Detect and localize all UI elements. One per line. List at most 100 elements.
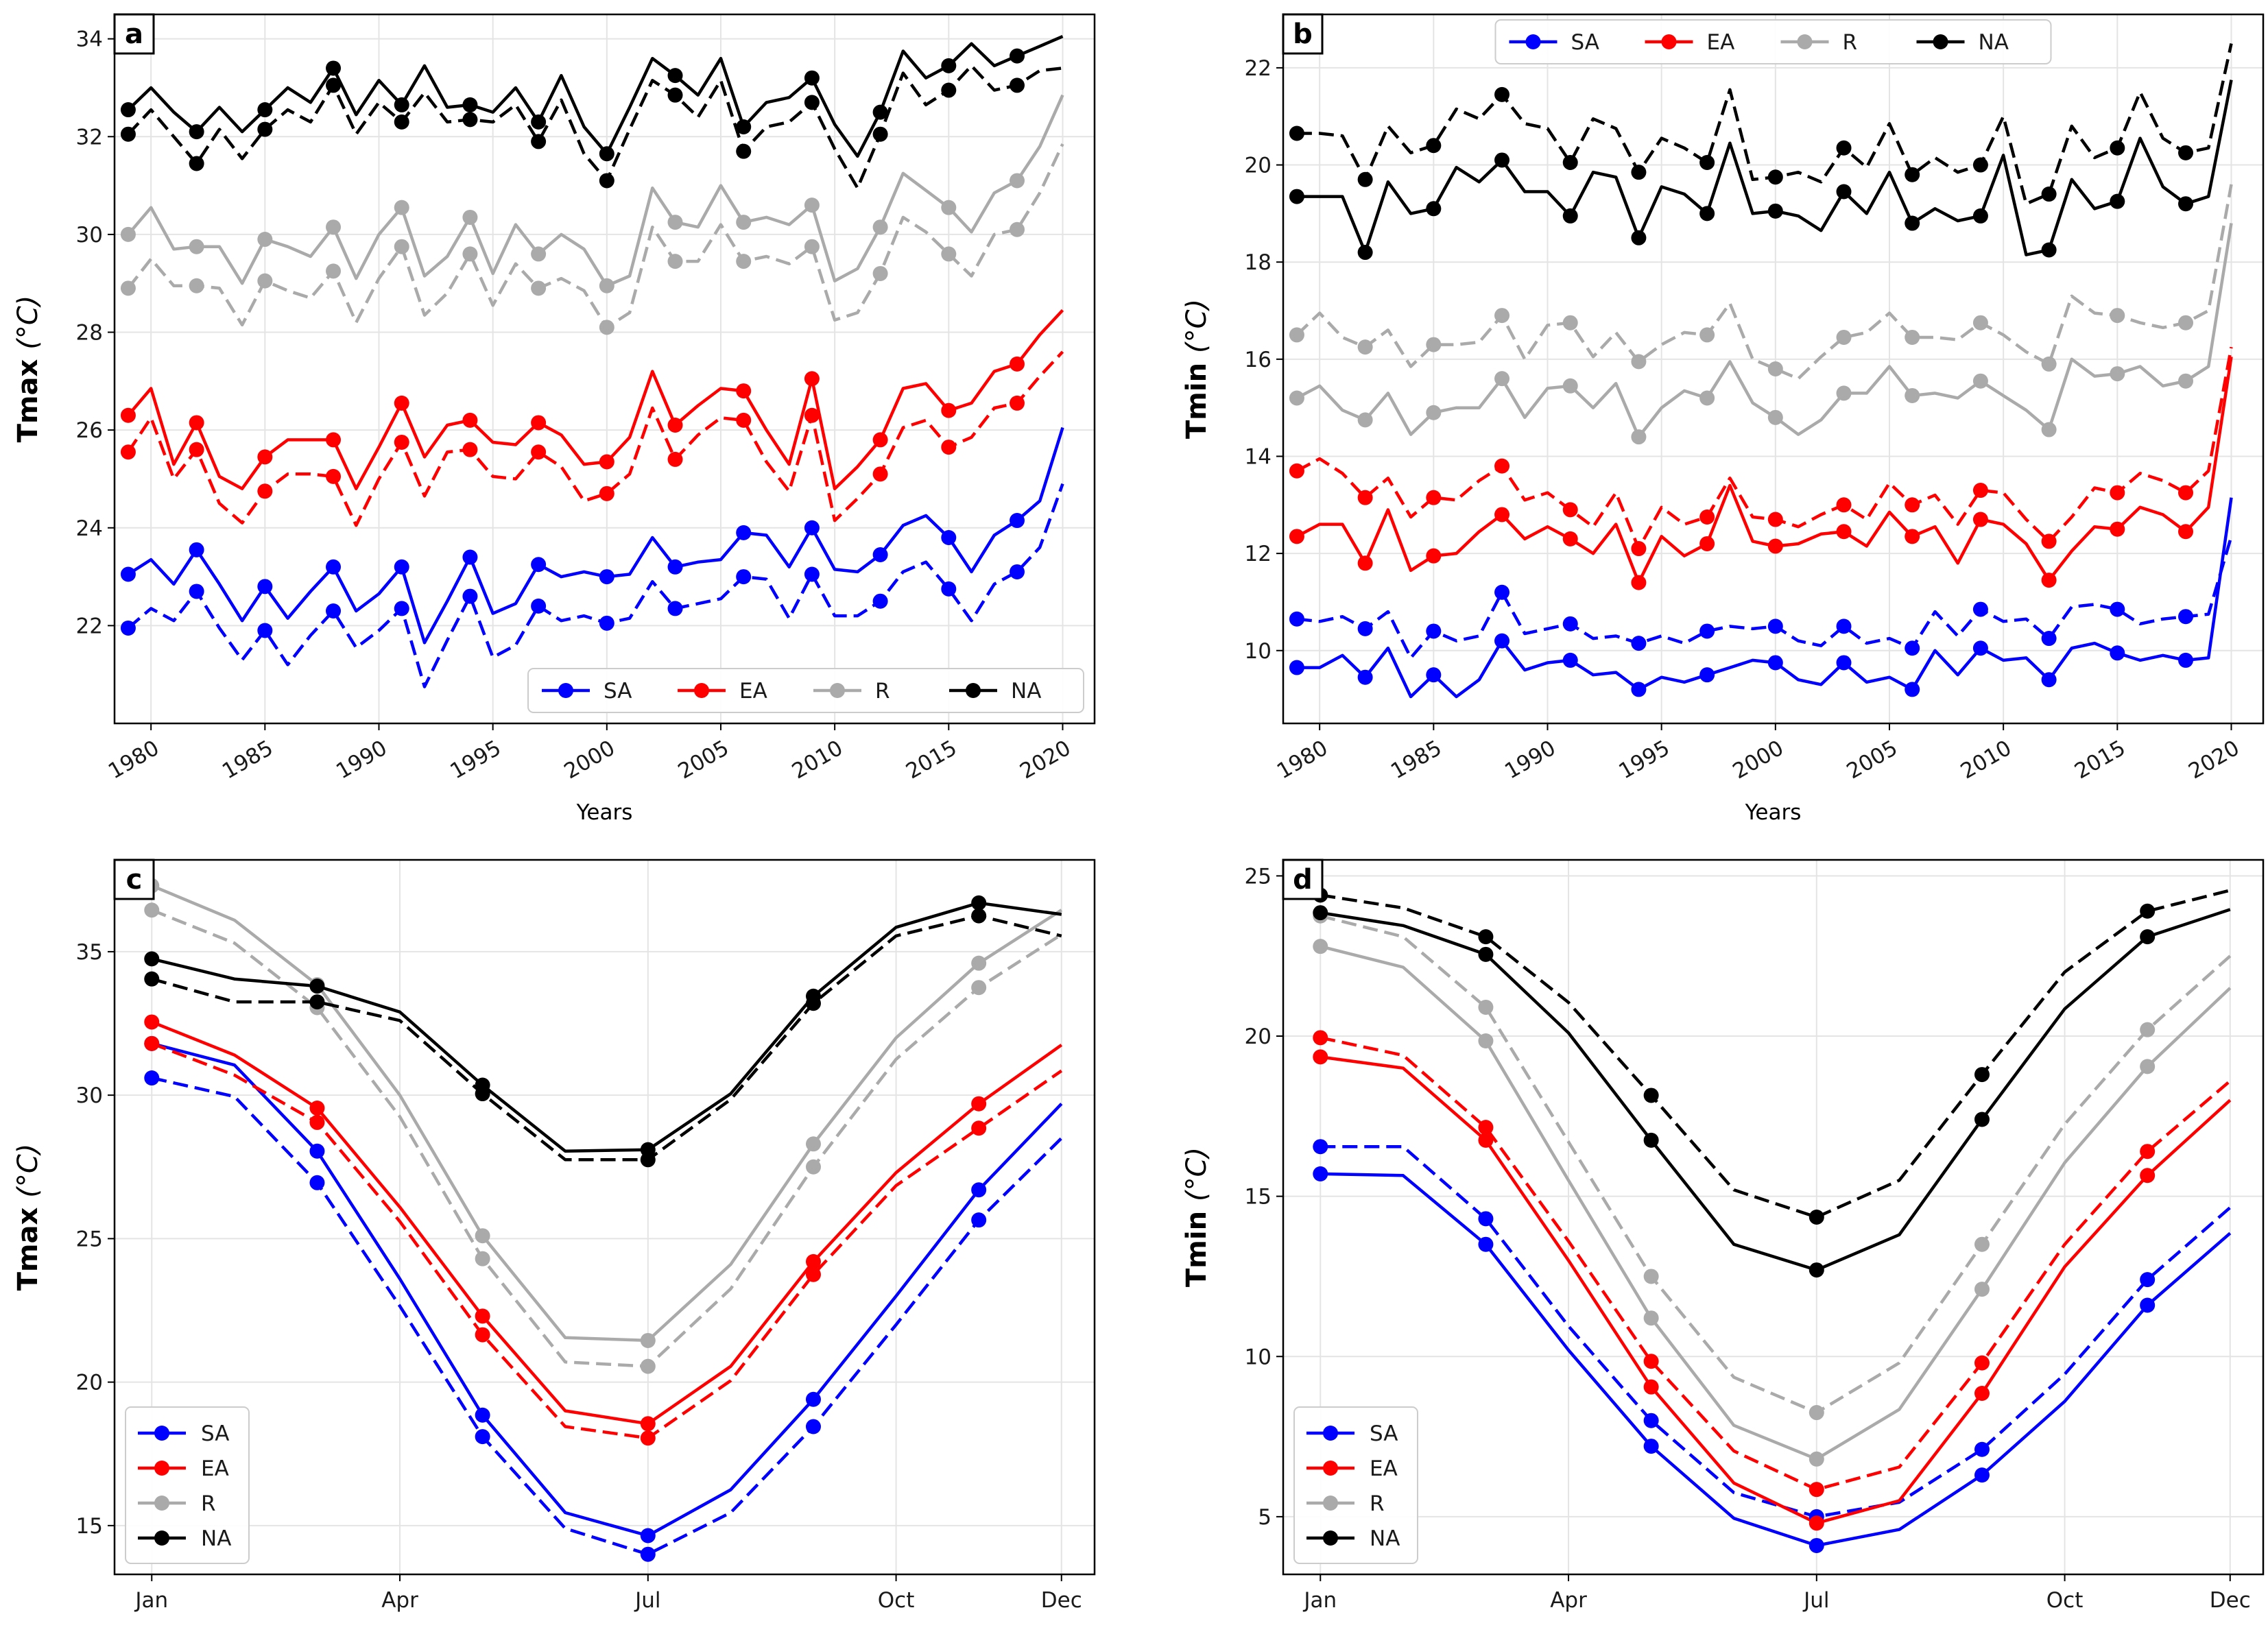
- data-point-ea: [1426, 548, 1442, 564]
- data-point-na: [1905, 167, 1920, 182]
- legend-label: SA: [201, 1421, 229, 1446]
- data-point-ea: [189, 442, 204, 457]
- data-point-sa: [805, 1391, 821, 1407]
- data-point-ea: [804, 371, 820, 387]
- legend-item-ea: EA: [138, 1456, 229, 1481]
- data-point-r: [2041, 422, 2057, 437]
- series-na-solid-line: [127, 35, 1064, 158]
- data-point-ea: [971, 1120, 987, 1136]
- data-point-sa: [394, 559, 409, 575]
- series-sa-solid-line: [127, 427, 1064, 645]
- data-point-ea: [2178, 524, 2194, 540]
- data-point-sa: [326, 559, 342, 575]
- data-point-ea: [1905, 497, 1920, 513]
- data-point-ea: [872, 432, 888, 448]
- series-ea-dashed-line: [1296, 346, 2233, 551]
- data-point-sa: [1313, 1139, 1328, 1155]
- y-axis-label-main: Tmin: [1181, 353, 1213, 439]
- legend-item-ea: EA: [1645, 30, 1734, 55]
- x-tick-label: 2010: [1957, 736, 2016, 784]
- legend-marker: [1661, 34, 1677, 49]
- x-tick-label: Jan: [1302, 1588, 1337, 1613]
- x-tick-label: Oct: [2046, 1588, 2084, 1613]
- x-tick-label: Dec: [1041, 1588, 1082, 1613]
- data-point-na: [1974, 1112, 1990, 1127]
- data-point-sa: [189, 584, 204, 599]
- legend-marker: [1323, 1461, 1338, 1476]
- series-r-dashed-line: [127, 143, 1064, 329]
- data-point-na: [1631, 165, 1647, 180]
- series-na-solid-line: [151, 901, 1062, 1153]
- data-point-ea: [805, 1253, 821, 1269]
- data-point-sa: [736, 525, 752, 540]
- data-point-r: [941, 200, 957, 215]
- legend-marker: [1525, 34, 1541, 49]
- data-point-r: [2041, 356, 2057, 372]
- series-na-dashed-line: [1320, 889, 2231, 1219]
- data-point-sa: [531, 598, 547, 614]
- data-point-na: [667, 68, 683, 84]
- legend-marker: [154, 1496, 169, 1511]
- data-point-ea: [309, 1100, 325, 1116]
- data-point-na: [1357, 171, 1373, 187]
- data-point-sa: [1631, 682, 1647, 697]
- panel-label-text: c: [126, 864, 143, 896]
- data-point-ea: [1972, 512, 1988, 527]
- series-ea-solid-line: [151, 1020, 1063, 1426]
- x-tick-label: Apr: [1550, 1588, 1587, 1613]
- data-point-ea: [1478, 1132, 1494, 1148]
- data-point-r: [1426, 405, 1442, 420]
- legend-item-r: R: [1306, 1491, 1385, 1516]
- data-point-r: [189, 239, 204, 254]
- data-point-ea: [1313, 1049, 1328, 1065]
- data-point-r: [1010, 173, 1025, 189]
- data-point-na: [1643, 1132, 1659, 1148]
- data-point-ea: [1562, 531, 1578, 547]
- legend-marker: [1933, 34, 1948, 49]
- data-point-sa: [309, 1175, 325, 1190]
- panel-label: a: [113, 13, 155, 55]
- data-point-sa: [2178, 609, 2194, 625]
- data-point-na: [804, 95, 820, 110]
- data-point-na: [1289, 125, 1304, 141]
- data-point-na: [257, 102, 273, 118]
- data-point-sa: [1289, 611, 1304, 627]
- data-point-sa: [2178, 652, 2194, 668]
- data-point-ea: [1974, 1355, 1990, 1371]
- x-tick-label: Jan: [134, 1588, 168, 1613]
- data-point-r: [2178, 373, 2194, 389]
- legend-label: R: [1843, 30, 1858, 55]
- data-point-na: [599, 173, 614, 189]
- series-na-dashed-line: [1296, 43, 2233, 206]
- y-tick-label: 10: [1245, 639, 1272, 664]
- data-point-na: [971, 895, 987, 911]
- data-point-na: [531, 134, 547, 149]
- data-point-r: [120, 280, 136, 296]
- legend-label: NA: [201, 1526, 231, 1551]
- data-point-ea: [462, 412, 478, 428]
- legend-marker: [154, 1530, 169, 1546]
- data-point-ea: [941, 440, 957, 455]
- panel-label-text: a: [125, 19, 143, 50]
- panel-label-box: [1282, 13, 1324, 55]
- data-point-na: [257, 121, 273, 137]
- y-tick-label: 30: [76, 1083, 103, 1108]
- series-ea-dashed-line: [1320, 1036, 2232, 1491]
- data-point-ea: [531, 415, 547, 431]
- legend-label: EA: [1370, 1456, 1398, 1481]
- y-tick-label: 24: [76, 516, 103, 541]
- data-point-r: [1494, 308, 1510, 324]
- data-point-r: [941, 246, 957, 262]
- data-point-r: [326, 219, 342, 235]
- y-tick-label: 20: [1245, 1024, 1272, 1049]
- data-point-sa: [326, 603, 342, 619]
- data-point-r: [1699, 390, 1715, 406]
- data-point-na: [872, 104, 888, 120]
- data-point-ea: [667, 451, 683, 467]
- series-ea-dashed-line: [127, 350, 1064, 527]
- data-point-r: [257, 273, 273, 289]
- data-point-ea: [640, 1416, 656, 1432]
- data-point-ea: [1809, 1482, 1824, 1498]
- data-point-r: [872, 265, 888, 281]
- data-point-ea: [1631, 541, 1647, 557]
